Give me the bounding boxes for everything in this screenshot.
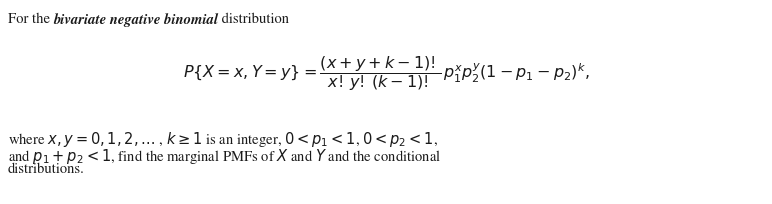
Text: $P\{X = x, Y = y\} = \dfrac{(x + y + k - 1)!}{x!\, y!\, (k - 1)!}\,p_1^x p_2^y (: $P\{X = x, Y = y\} = \dfrac{(x + y + k -… — [183, 54, 589, 93]
Text: and $p_1 + p_2 < 1$, find the marginal PMFs of $X$ and $Y$ and the conditional: and $p_1 + p_2 < 1$, find the marginal P… — [8, 147, 442, 166]
Text: distributions.: distributions. — [8, 163, 85, 176]
Text: For the: For the — [8, 13, 53, 26]
Text: distribution: distribution — [218, 13, 289, 26]
Text: bivariate negative binomial: bivariate negative binomial — [53, 13, 218, 27]
Text: where $x, y = 0, 1, 2, \ldots$ , $k \geq 1$ is an integer, $0 < p_1 < 1$, $0 < p: where $x, y = 0, 1, 2, \ldots$ , $k \geq… — [8, 130, 438, 149]
